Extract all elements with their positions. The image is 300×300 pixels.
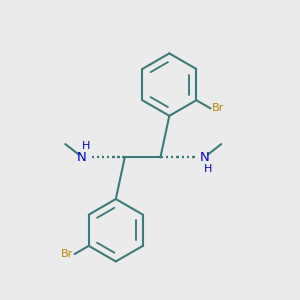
Text: Br: Br <box>61 249 73 259</box>
Text: N: N <box>200 151 210 164</box>
Text: H: H <box>82 140 90 151</box>
Text: N: N <box>77 151 86 164</box>
Text: H: H <box>204 164 212 174</box>
Text: Br: Br <box>212 103 224 113</box>
